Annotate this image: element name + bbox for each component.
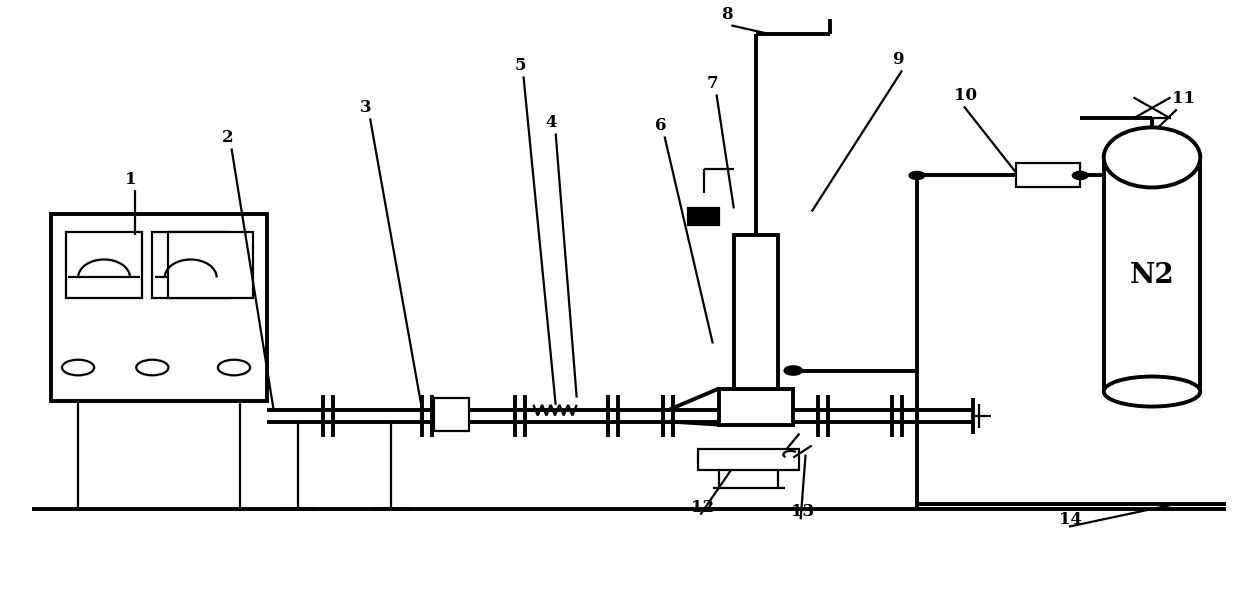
Text: 2: 2 (222, 130, 233, 147)
Ellipse shape (1104, 376, 1200, 406)
Circle shape (1073, 172, 1087, 179)
Bar (688, 209, 719, 226)
Bar (1104, 157, 1200, 391)
Bar (698, 449, 800, 470)
Bar (434, 397, 469, 431)
Text: 4: 4 (546, 115, 557, 131)
Text: 7: 7 (707, 75, 718, 92)
Circle shape (218, 360, 250, 375)
Text: 1: 1 (125, 171, 136, 189)
Bar (51, 215, 268, 400)
Text: 10: 10 (954, 87, 977, 104)
Text: 6: 6 (655, 118, 666, 134)
Circle shape (785, 367, 802, 374)
Bar (1016, 163, 1080, 188)
Text: 14: 14 (1059, 511, 1083, 528)
Text: 11: 11 (1172, 90, 1195, 107)
Text: 8: 8 (722, 7, 733, 24)
Bar (734, 236, 779, 388)
Circle shape (909, 172, 924, 179)
Text: N2: N2 (1130, 262, 1174, 289)
Text: 3: 3 (360, 99, 372, 116)
Ellipse shape (1104, 127, 1200, 188)
Circle shape (136, 360, 169, 375)
Bar (169, 233, 253, 298)
Bar (66, 233, 143, 298)
Bar (153, 233, 229, 298)
Text: 5: 5 (515, 57, 526, 74)
Text: 13: 13 (791, 504, 813, 520)
Circle shape (62, 360, 94, 375)
Bar (719, 388, 794, 425)
Text: 12: 12 (691, 499, 714, 516)
Text: 9: 9 (893, 51, 904, 68)
